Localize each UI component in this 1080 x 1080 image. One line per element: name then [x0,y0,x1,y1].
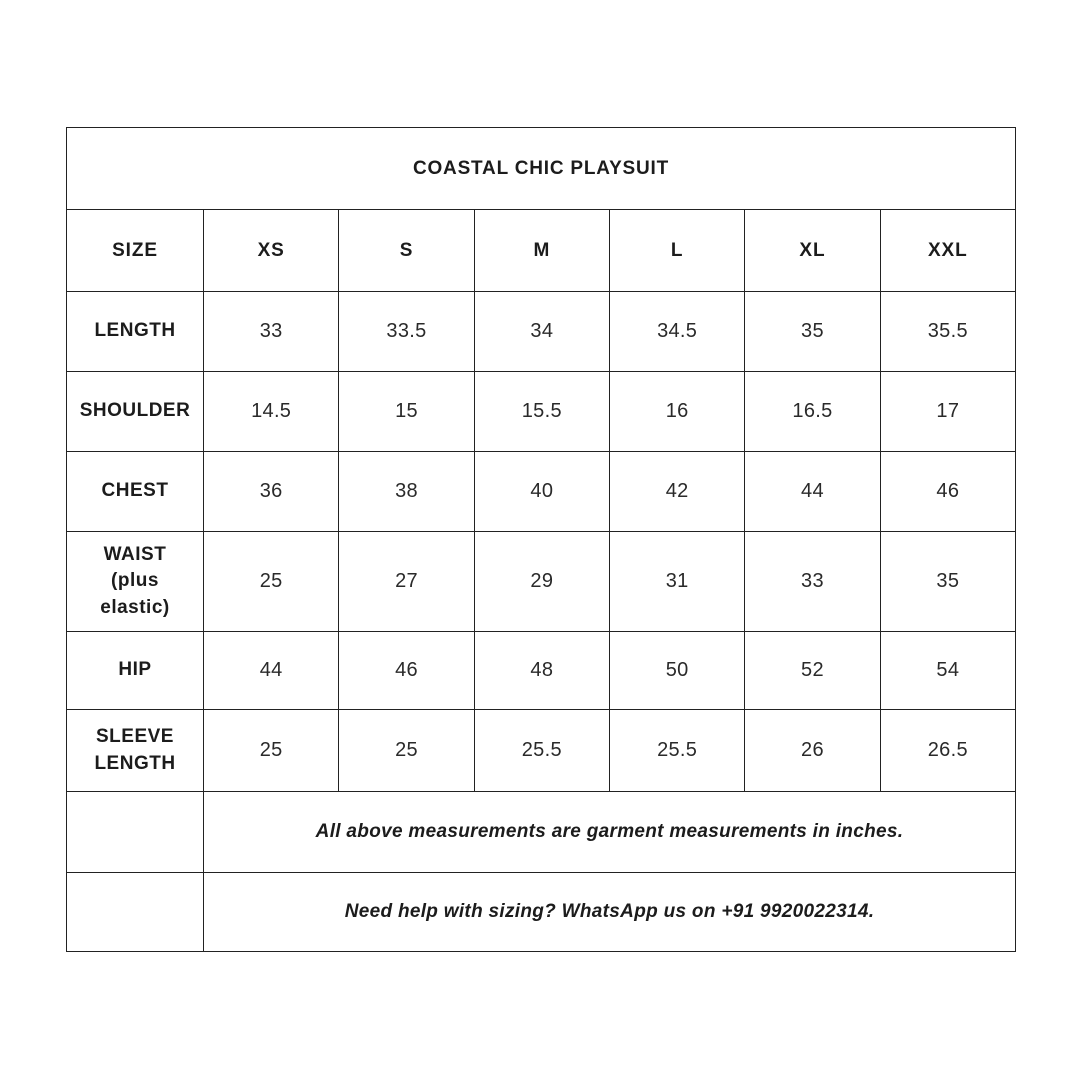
empty-cell [66,872,204,952]
table-row-hip: HIP 44 46 48 50 52 54 [66,631,1017,710]
empty-cell [66,791,204,873]
value-cell: 29 [473,531,610,632]
measurements-note: All above measurements are garment measu… [203,791,1016,873]
product-title: COASTAL CHIC PLAYSUIT [66,127,1016,210]
value-cell: 50 [608,631,746,710]
size-option-xxl: XXL [879,209,1017,292]
row-label-length: LENGTH [66,291,204,372]
value-cell: 42 [608,451,746,532]
value-cell: 35 [879,531,1017,632]
size-header-row: SIZE XS S M L XL XXL [66,209,1017,292]
size-option-s: S [338,209,475,292]
table-row-chest: CHEST 36 38 40 42 44 46 [66,451,1017,532]
size-option-xl: XL [744,209,881,292]
value-cell: 26.5 [879,709,1017,792]
value-cell: 33 [202,291,340,372]
value-cell: 52 [744,631,881,710]
value-cell: 27 [338,531,475,632]
value-cell: 17 [879,371,1017,452]
value-cell: 26 [744,709,881,792]
value-cell: 33.5 [338,291,475,372]
note-row-measurements: All above measurements are garment measu… [66,791,1016,873]
value-cell: 25 [202,709,340,792]
size-chart-table: COASTAL CHIC PLAYSUIT SIZE XS S M L XL X… [66,127,1017,952]
value-cell: 16 [608,371,746,452]
value-cell: 35 [744,291,881,372]
size-header-label: SIZE [66,209,204,292]
value-cell: 25.5 [473,709,610,792]
table-row-waist: WAIST (plus elastic) 25 27 29 31 33 35 [66,531,1017,632]
table-row-shoulder: SHOULDER 14.5 15 15.5 16 16.5 17 [66,371,1017,452]
size-option-xs: XS [202,209,340,292]
value-cell: 44 [744,451,881,532]
value-cell: 46 [879,451,1017,532]
value-cell: 14.5 [202,371,340,452]
row-label-sleeve-length: SLEEVE LENGTH [66,709,204,792]
row-label-shoulder: SHOULDER [66,371,204,452]
value-cell: 40 [473,451,610,532]
value-cell: 34.5 [608,291,746,372]
value-cell: 38 [338,451,475,532]
row-label-chest: CHEST [66,451,204,532]
value-cell: 46 [338,631,475,710]
value-cell: 48 [473,631,610,710]
row-label-waist: WAIST (plus elastic) [66,531,204,632]
value-cell: 35.5 [879,291,1017,372]
value-cell: 44 [202,631,340,710]
value-cell: 25 [202,531,340,632]
size-option-m: M [473,209,610,292]
table-row-sleeve-length: SLEEVE LENGTH 25 25 25.5 25.5 26 26.5 [66,709,1017,792]
title-row: COASTAL CHIC PLAYSUIT [66,127,1016,210]
table-row-length: LENGTH 33 33.5 34 34.5 35 35.5 [66,291,1017,372]
row-label-hip: HIP [66,631,204,710]
size-option-l: L [608,209,746,292]
value-cell: 54 [879,631,1017,710]
value-cell: 34 [473,291,610,372]
value-cell: 25 [338,709,475,792]
value-cell: 16.5 [744,371,881,452]
value-cell: 15 [338,371,475,452]
value-cell: 31 [608,531,746,632]
note-row-whatsapp: Need help with sizing? WhatsApp us on +9… [66,872,1016,952]
value-cell: 36 [202,451,340,532]
value-cell: 25.5 [608,709,746,792]
sizing-help-note: Need help with sizing? WhatsApp us on +9… [203,872,1016,952]
value-cell: 15.5 [473,371,610,452]
value-cell: 33 [744,531,881,632]
